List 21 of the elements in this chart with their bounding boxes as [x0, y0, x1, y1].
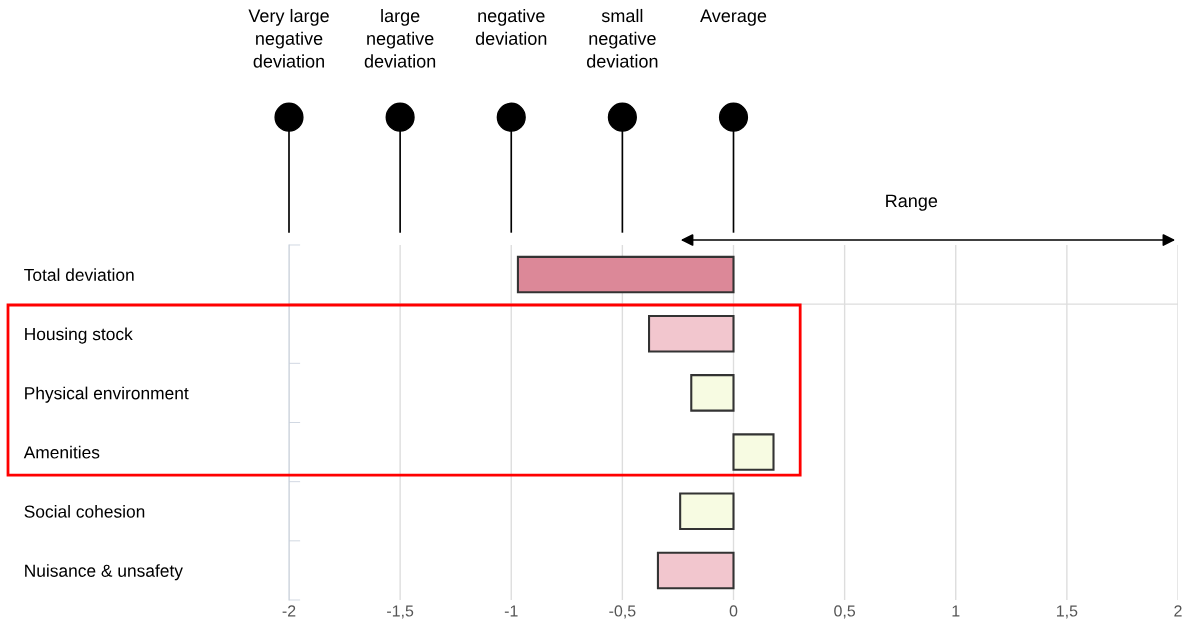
text: Very large negative deviation [248, 8, 329, 68]
text: negative deviation [475, 8, 547, 45]
x-tick-label: 2 [1174, 605, 1182, 617]
x-tick-label: 0,5 [834, 605, 856, 619]
x-tick-label: 1,5 [1056, 605, 1078, 619]
y-tick-label: Housing stock [25, 327, 133, 344]
text: Range [886, 194, 938, 211]
text: small negative deviation [587, 8, 658, 68]
x-tick-label: 0 [729, 605, 738, 617]
x-tick-label: 1 [952, 605, 960, 617]
x-tick-label: -0,5 [609, 605, 636, 619]
text: large negative deviation [364, 8, 436, 68]
text: Average [700, 9, 767, 26]
y-tick-label: Social cohesion [24, 504, 145, 518]
y-tick-label: Nuisance & unsafety [25, 564, 183, 581]
y-tick-label: Amenities [23, 445, 100, 459]
x-tick-label: -2 [282, 605, 296, 617]
y-tick-label: Total deviation [24, 268, 134, 282]
y-tick-label: Physical environment [25, 386, 189, 403]
x-tick-label: -1,5 [387, 605, 414, 619]
x-tick-label: -1 [504, 605, 518, 617]
